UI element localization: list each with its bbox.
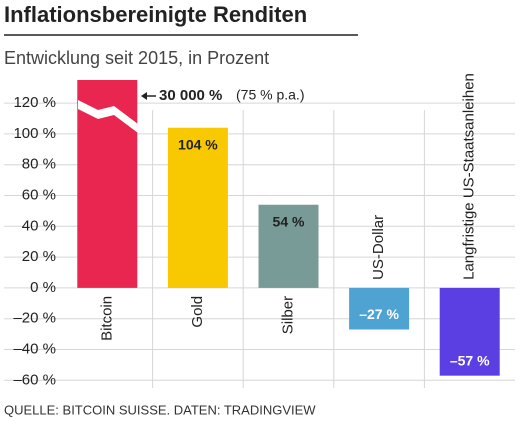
y-tick-label: 100 % <box>13 125 56 142</box>
bar <box>167 127 228 288</box>
x-tick-label: Gold <box>189 296 206 328</box>
y-tick-label: –60 % <box>13 371 56 388</box>
y-tick-label: 120 % <box>13 94 56 111</box>
value-label: –27 % <box>359 306 399 322</box>
y-tick-label: 80 % <box>22 156 56 173</box>
y-tick-label: –20 % <box>13 310 56 327</box>
value-label: 30 000 % <box>159 87 222 104</box>
x-tick-label: Bitcoin <box>98 296 115 341</box>
chart-subtitle: Entwicklung seit 2015, in Prozent <box>4 48 269 68</box>
x-tick-label: Langfristige US-Staatsanleihen <box>461 73 478 280</box>
y-tick-label: 0 % <box>30 279 56 296</box>
x-tick-label: Silber <box>279 296 296 334</box>
y-tick-label: 40 % <box>22 217 56 234</box>
annotation-arrowhead <box>141 92 147 100</box>
y-tick-label: 20 % <box>22 248 56 265</box>
y-tick-label: 60 % <box>22 186 56 203</box>
bar <box>439 287 500 376</box>
bar <box>258 204 319 288</box>
chart-title: Inflationsbereinigte Renditen <box>4 2 307 27</box>
value-label: –57 % <box>450 352 490 368</box>
y-tick-label: –40 % <box>13 340 56 357</box>
value-label: 104 % <box>178 136 218 152</box>
x-tick-label: US-Dollar <box>370 215 387 280</box>
bar <box>77 80 138 288</box>
bar <box>349 287 410 330</box>
value-label: 54 % <box>273 213 305 229</box>
axis-break <box>78 100 138 133</box>
annotation: (75 % p.a.) <box>236 87 304 103</box>
source: QUELLE: BITCOIN SUISSE. DATEN: TRADINGVI… <box>4 402 316 417</box>
